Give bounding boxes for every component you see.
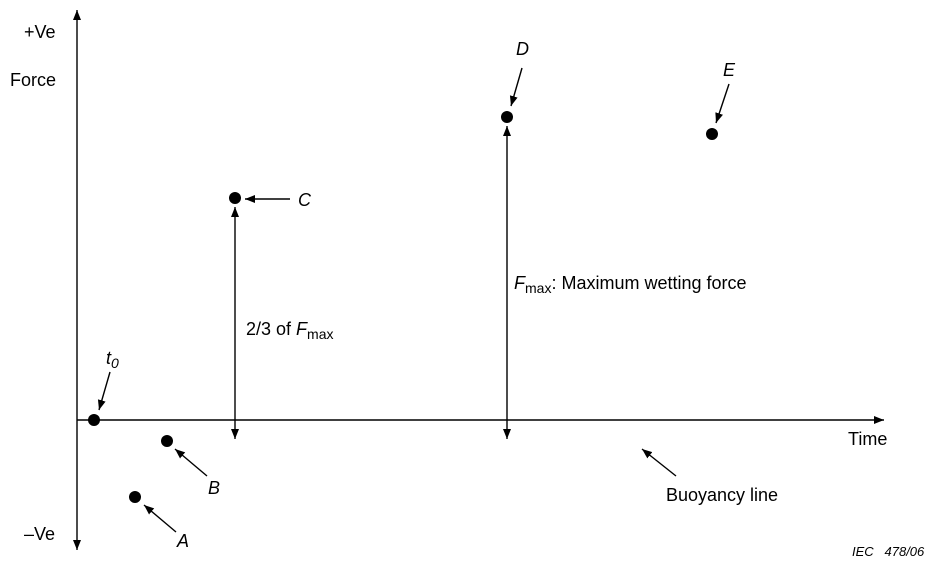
arrow-e <box>715 83 730 124</box>
two-thirds-label: 2/3 of Fmax <box>246 319 334 342</box>
point-a <box>129 491 141 503</box>
force-label: Force <box>10 70 56 90</box>
label-t0: t0 <box>106 348 119 371</box>
label-e: E <box>723 60 736 80</box>
time-label: Time <box>848 429 887 449</box>
point-c <box>229 192 241 204</box>
buoyancy-label: Buoyancy line <box>666 485 778 505</box>
arrow-d <box>509 67 523 107</box>
arrow-t0 <box>97 371 111 411</box>
point-e <box>706 128 718 140</box>
negative-label: –Ve <box>24 524 55 544</box>
arrow-a <box>143 504 177 533</box>
point-b <box>161 435 173 447</box>
iec-reference: IEC 478/06 <box>852 544 925 559</box>
fmax-label: Fmax: Maximum wetting force <box>514 273 747 296</box>
arrow-buoyancy <box>641 448 677 477</box>
positive-label: +Ve <box>24 22 56 42</box>
label-c: C <box>298 190 312 210</box>
arrow-b <box>174 448 208 477</box>
label-b: B <box>208 478 220 498</box>
point-t0 <box>88 414 100 426</box>
label-a: A <box>176 531 189 551</box>
point-d <box>501 111 513 123</box>
label-d: D <box>516 39 529 59</box>
